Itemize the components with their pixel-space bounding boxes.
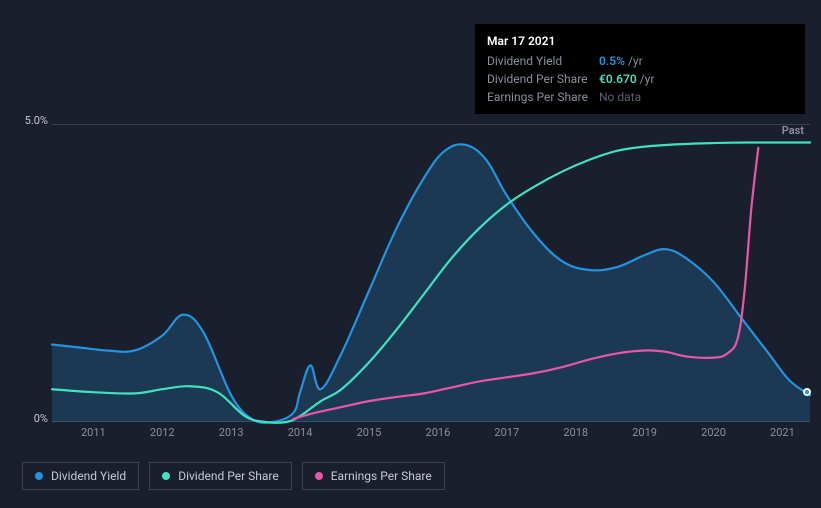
tooltip-row: Dividend Yield0.5%/yr — [487, 52, 793, 70]
x-tick: 2021 — [770, 426, 795, 439]
tooltip-row-value: €0.670 — [599, 70, 637, 88]
x-tick: 2016 — [426, 426, 451, 439]
legend-item[interactable]: Earnings Per Share — [302, 462, 445, 490]
tooltip-row-nodata: No data — [599, 88, 641, 106]
legend-dot-icon — [162, 472, 170, 480]
legend-dot-icon — [315, 472, 323, 480]
chart-legend: Dividend Yield Dividend Per Share Earnings… — [22, 462, 445, 490]
tooltip-row-label: Earnings Per Share — [487, 88, 599, 106]
tooltip-row-unit: /yr — [628, 52, 643, 70]
tooltip-row-label: Dividend Per Share — [487, 70, 599, 88]
x-tick: 2018 — [563, 426, 588, 439]
legend-item[interactable]: Dividend Per Share — [149, 462, 292, 490]
chart-tooltip: Mar 17 2021 Dividend Yield0.5%/yrDividen… — [475, 24, 805, 114]
x-tick: 2013 — [219, 426, 244, 439]
legend-dot-icon — [35, 472, 43, 480]
y-tick-max: 5.0% — [20, 114, 48, 127]
tooltip-row: Earnings Per ShareNo data — [487, 88, 793, 106]
plot-area[interactable] — [52, 124, 810, 422]
tooltip-row-label: Dividend Yield — [487, 52, 599, 70]
x-axis: 2011 2012 2013 2014 2015 2016 2017 2018 2019 2020… — [52, 426, 810, 446]
x-tick: 2012 — [150, 426, 175, 439]
x-tick: 2020 — [701, 426, 726, 439]
plot-svg — [52, 124, 810, 422]
legend-label: Dividend Per Share — [178, 469, 279, 483]
x-tick: 2017 — [494, 426, 519, 439]
dividend-chart: 5.0% 0% Past 201120122013201420152016201… — [20, 106, 810, 456]
tooltip-row-unit: /yr — [640, 70, 655, 88]
y-tick-min: 0% — [20, 412, 48, 425]
tooltip-row-value: 0.5% — [599, 52, 625, 70]
x-tick: 2015 — [357, 426, 382, 439]
legend-label: Dividend Yield — [51, 469, 126, 483]
legend-item[interactable]: Dividend Yield — [22, 462, 139, 490]
tooltip-row: Dividend Per Share€0.670/yr — [487, 70, 793, 88]
series-end-marker — [803, 388, 811, 396]
tooltip-date: Mar 17 2021 — [487, 32, 793, 50]
x-tick: 2014 — [288, 426, 313, 439]
x-tick: 2019 — [632, 426, 657, 439]
x-tick: 2011 — [81, 426, 106, 439]
legend-label: Earnings Per Share — [331, 469, 432, 483]
